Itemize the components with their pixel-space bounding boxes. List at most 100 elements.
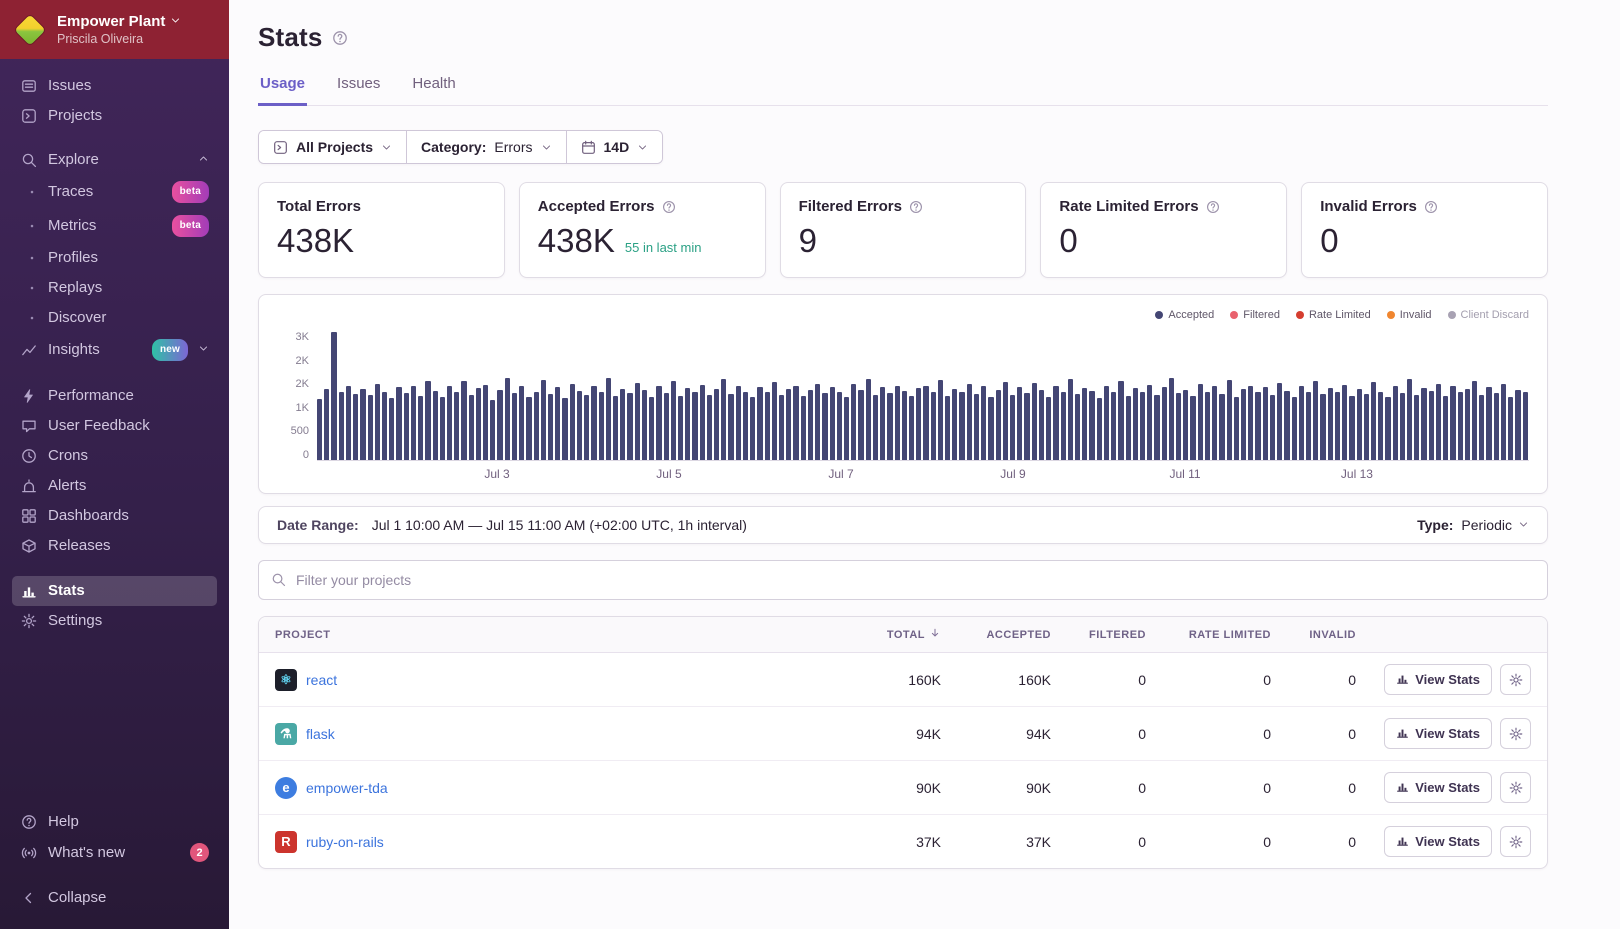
alerts-icon — [20, 478, 38, 494]
legend-item-accepted[interactable]: Accepted — [1155, 309, 1214, 321]
chart-bar — [1378, 392, 1383, 461]
stat-card-value-row: 9 — [799, 222, 1008, 260]
x-tick-label: Jul 11 — [1169, 467, 1200, 481]
view-stats-button[interactable]: View Stats — [1384, 664, 1492, 695]
legend-item-client-discard[interactable]: Client Discard — [1448, 309, 1529, 321]
org-switcher[interactable]: Empower Plant Priscila Oliveira — [0, 0, 229, 59]
date-range-selector-button[interactable]: 14D — [567, 131, 663, 163]
bullet-dot-icon — [20, 218, 38, 234]
legend-item-rate-limited[interactable]: Rate Limited — [1296, 309, 1371, 321]
help-circle-icon[interactable] — [909, 200, 923, 214]
stat-card-title: Rate Limited Errors — [1059, 198, 1268, 215]
column-header-label: Rate Limited — [1189, 629, 1271, 641]
sidebar-item-label: Stats — [48, 582, 85, 600]
chart-bar — [1443, 396, 1448, 460]
sidebar-section: PerformanceUser FeedbackCronsAlertsDashb… — [12, 381, 217, 636]
sidebar-item-performance[interactable]: Performance — [12, 381, 217, 411]
chart-bar — [649, 397, 654, 460]
sidebar-item-projects[interactable]: Projects — [12, 101, 217, 131]
help-circle-icon[interactable] — [662, 200, 676, 214]
project-settings-button[interactable] — [1500, 718, 1531, 749]
table-body: ⚛react160K160K000View Stats⚗flask94K94K0… — [259, 653, 1547, 868]
project-link[interactable]: ruby-on-rails — [306, 834, 384, 850]
project-filter-input[interactable] — [258, 560, 1548, 600]
sidebar-item-collapse[interactable]: Collapse — [12, 883, 217, 913]
help-circle-icon[interactable] — [332, 30, 348, 46]
sidebar-item-alerts[interactable]: Alerts — [12, 471, 217, 501]
bar-chart-icon — [1396, 780, 1409, 796]
project-settings-button[interactable] — [1500, 826, 1531, 857]
sidebar-item-label: Issues — [48, 77, 91, 95]
filter-bar: All Projects Category: Errors 14D — [258, 130, 663, 164]
column-header-project[interactable]: Project — [275, 629, 831, 641]
performance-icon — [20, 388, 38, 404]
view-stats-button[interactable]: View Stats — [1384, 772, 1492, 803]
help-circle-icon[interactable] — [1206, 200, 1220, 214]
sidebar-item-help[interactable]: Help — [12, 807, 217, 837]
sidebar-item-crons[interactable]: Crons — [12, 441, 217, 471]
type-dropdown[interactable]: Periodic — [1461, 517, 1529, 533]
chart-bar — [1147, 385, 1152, 460]
chart-bar — [1068, 379, 1073, 460]
column-header-total[interactable]: Total — [831, 627, 941, 642]
sidebar-item-settings[interactable]: Settings — [12, 606, 217, 636]
sidebar-item-insights[interactable]: Insightsnew — [12, 333, 217, 367]
chart-bar — [1104, 386, 1109, 460]
sidebar-item-profiles[interactable]: Profiles — [12, 243, 217, 273]
project-selector-button[interactable]: All Projects — [259, 131, 407, 163]
sidebar-item-dashboards[interactable]: Dashboards — [12, 501, 217, 531]
sidebar-item-traces[interactable]: Tracesbeta — [12, 175, 217, 209]
filtered-value: 0 — [1051, 834, 1146, 850]
tab-usage[interactable]: Usage — [258, 75, 307, 106]
column-header-rate-limited[interactable]: Rate Limited — [1146, 629, 1271, 641]
column-header-filtered[interactable]: Filtered — [1051, 629, 1146, 641]
help-circle-icon[interactable] — [1424, 200, 1438, 214]
stat-card-title-text: Rate Limited Errors — [1059, 198, 1198, 215]
sidebar-item-releases[interactable]: Releases — [12, 531, 217, 561]
date-range-value: Jul 1 10:00 AM — Jul 15 11:00 AM (+02:00… — [372, 517, 747, 533]
chart-bar — [1075, 394, 1080, 460]
chart-bar — [1371, 382, 1376, 460]
project-link[interactable]: empower-tda — [306, 780, 388, 796]
chart-bar — [1335, 392, 1340, 461]
tab-health[interactable]: Health — [410, 75, 457, 106]
x-tick-label: Jul 7 — [828, 467, 853, 481]
project-settings-button[interactable] — [1500, 772, 1531, 803]
chart-bar — [1429, 391, 1434, 460]
sidebar-item-discover[interactable]: Discover — [12, 303, 217, 333]
sidebar-item-explore[interactable]: Explore — [12, 145, 217, 175]
chart-bar — [548, 394, 553, 460]
column-header-invalid[interactable]: Invalid — [1271, 629, 1356, 641]
category-selector-button[interactable]: Category: Errors — [407, 131, 566, 163]
chart-bar — [916, 388, 921, 460]
project-link[interactable]: flask — [306, 726, 335, 742]
legend-item-filtered[interactable]: Filtered — [1230, 309, 1280, 321]
chart-bar — [1248, 386, 1253, 461]
chart-bar — [1472, 381, 1477, 460]
project-settings-button[interactable] — [1500, 664, 1531, 695]
rate_limited-value: 0 — [1146, 726, 1271, 742]
sidebar-item-what-s-new[interactable]: What's new2 — [12, 837, 217, 868]
tab-issues[interactable]: Issues — [335, 75, 382, 106]
sidebar-item-issues[interactable]: Issues — [12, 71, 217, 101]
column-header-accepted[interactable]: Accepted — [941, 629, 1051, 641]
chart-bar — [404, 393, 409, 460]
sidebar-item-metrics[interactable]: Metricsbeta — [12, 209, 217, 243]
chart-bar — [1458, 392, 1463, 460]
calendar-icon — [581, 140, 596, 155]
chart-bar — [1501, 384, 1506, 460]
usage-chart-plot[interactable] — [317, 331, 1529, 461]
view-stats-button[interactable]: View Stats — [1384, 826, 1492, 857]
sidebar-nav: Issues Projects ExploreTracesbetaMetricsbe… — [0, 59, 229, 799]
chart-bar — [490, 400, 495, 460]
sidebar-item-stats[interactable]: Stats — [12, 576, 217, 606]
y-tick-label: 0 — [303, 449, 309, 461]
project-link[interactable]: react — [306, 672, 337, 688]
column-header-label: Filtered — [1089, 629, 1146, 641]
view-stats-button[interactable]: View Stats — [1384, 718, 1492, 749]
sidebar-item-replays[interactable]: Replays — [12, 273, 217, 303]
chart-x-axis: Jul 3Jul 5Jul 7Jul 9Jul 11Jul 13 — [325, 461, 1529, 483]
x-tick-label: Jul 9 — [1000, 467, 1025, 481]
sidebar-item-user-feedback[interactable]: User Feedback — [12, 411, 217, 441]
legend-item-invalid[interactable]: Invalid — [1387, 309, 1432, 321]
